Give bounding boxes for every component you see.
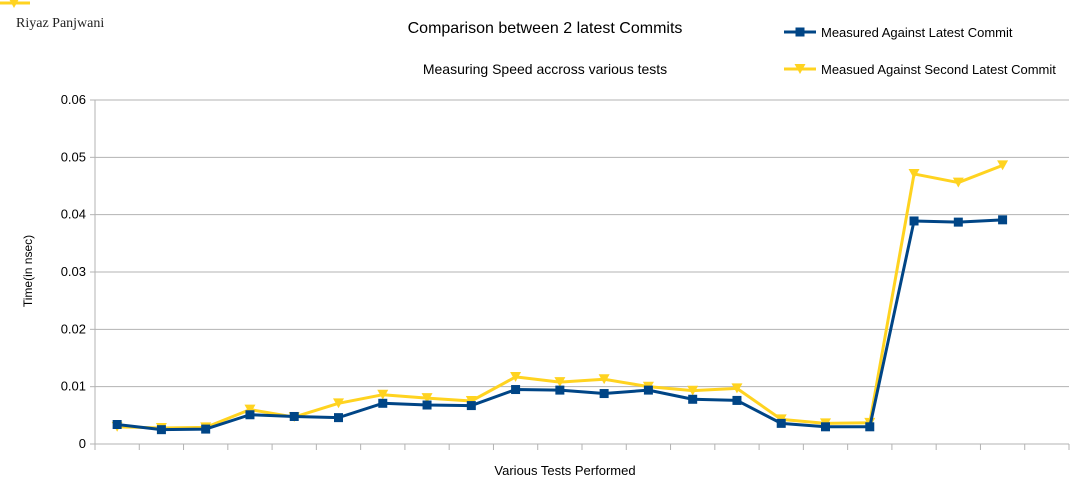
series-2-point — [598, 374, 610, 385]
series-1-point — [466, 401, 476, 411]
chart-subtitle: Measuring Speed accross various tests — [422, 61, 668, 77]
legend-label-series-1: Measured Against Latest Commit — [821, 25, 1013, 40]
y-tick-label: 0.01 — [61, 379, 86, 394]
series-1-point — [643, 385, 653, 395]
series-2-point — [421, 393, 433, 404]
x-axis-label: Various Tests Performed — [494, 463, 636, 478]
series-1-point — [334, 413, 343, 423]
series-1-point — [201, 424, 211, 434]
series-1-point — [112, 420, 122, 430]
y-tick-label: 0.04 — [61, 207, 86, 222]
series-2-point — [554, 377, 566, 388]
series-1-point — [732, 395, 742, 405]
chart-title: Comparison between 2 latest Commits — [407, 20, 683, 37]
series-1-point — [688, 394, 698, 404]
series-2-point — [997, 160, 1009, 171]
legend-marker-series-1 — [795, 27, 805, 37]
series-1-point — [511, 385, 521, 395]
author-label: Riyaz Panjwani — [16, 16, 105, 31]
series-1-point — [289, 411, 299, 421]
corner-marker-fragment — [9, 0, 19, 8]
series-1-point — [776, 418, 786, 428]
legend-marker-series-2 — [794, 64, 806, 74]
series-1-point — [422, 400, 432, 410]
series-2-point — [510, 371, 522, 382]
series-1-point — [555, 385, 565, 395]
y-tick-label: 0 — [79, 436, 86, 451]
series-2-point — [244, 404, 256, 415]
series-1-point — [378, 398, 388, 408]
series-2-point — [333, 398, 344, 409]
series-1-point — [821, 422, 830, 432]
y-tick-label: 0.06 — [61, 92, 86, 107]
series-1-point — [953, 217, 963, 227]
series-2-point — [465, 396, 477, 406]
y-tick-label: 0.02 — [61, 321, 86, 336]
series-1-point — [909, 216, 919, 226]
series-2-point — [952, 177, 964, 188]
y-tick-label: 0.05 — [61, 149, 86, 164]
y-axis-label: Time(in nsec) — [21, 234, 35, 308]
y-tick-label: 0.03 — [61, 264, 86, 279]
series-1-point — [245, 410, 255, 420]
series-1-point — [156, 425, 166, 435]
series-2-point — [731, 383, 743, 394]
series-1-point — [998, 215, 1008, 225]
series-2-point — [908, 169, 920, 179]
series-1-line — [116, 218, 1003, 432]
series-1-point — [599, 389, 609, 399]
series-1-point — [865, 422, 875, 432]
series-2-point — [687, 385, 699, 396]
legend-label-series-2: Measued Against Second Latest Commit — [821, 62, 1056, 77]
series-2-point — [377, 389, 389, 400]
